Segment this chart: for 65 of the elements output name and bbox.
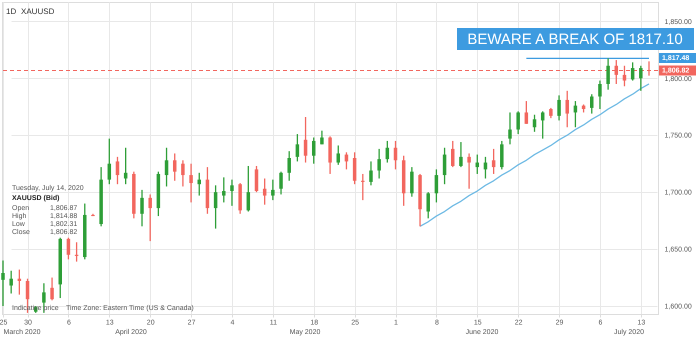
candlestick (262, 178, 266, 206)
candlestick (467, 152, 471, 190)
candlestick (639, 65, 643, 92)
candlestick (287, 150, 291, 182)
candlestick (394, 140, 398, 170)
candlestick (524, 100, 528, 124)
candlestick (254, 165, 258, 193)
candlestick (410, 166, 414, 198)
candlestick (369, 160, 373, 186)
annotation: 1D (6, 7, 16, 16)
candlestick (124, 147, 128, 185)
candlestick (459, 141, 463, 168)
candlestick (312, 136, 316, 164)
candlestick (18, 268, 22, 296)
candlestick (198, 172, 202, 196)
candlestick (50, 276, 54, 301)
candlestick (508, 112, 512, 145)
candlestick (214, 184, 218, 230)
candlestick (476, 154, 480, 175)
candlestick (606, 58, 610, 90)
candlestick (344, 152, 348, 170)
candlestick (540, 110, 544, 140)
candlestick (9, 270, 13, 294)
candlestick (516, 110, 520, 135)
candlestick (222, 176, 226, 204)
candlestick (386, 140, 390, 164)
candlestick (108, 138, 112, 185)
annotation: BEWARE A BREAK OF 1817.10 (467, 31, 683, 48)
candlestick (532, 114, 536, 132)
candlestick (426, 192, 430, 219)
annotation: XAUUSD (21, 7, 55, 16)
candlestick (140, 189, 144, 227)
candlestick (565, 90, 569, 128)
candlestick (630, 62, 634, 82)
candlestick (1, 260, 5, 307)
candlestick (557, 94, 561, 122)
candlestick (246, 165, 250, 212)
candlestick (492, 148, 496, 175)
candlestick (148, 194, 152, 242)
candlestick (442, 147, 446, 185)
candlestick (172, 152, 176, 182)
candlestick (304, 116, 308, 164)
candlestick (271, 178, 275, 201)
candlestick (164, 147, 168, 188)
candlestick (450, 140, 454, 168)
candlestick (484, 156, 488, 180)
candlestick (336, 144, 340, 166)
candlestick (598, 80, 602, 110)
candlestick (296, 133, 300, 162)
candlestick (230, 178, 234, 206)
candlestick (352, 152, 356, 185)
candlestick (66, 237, 70, 260)
line-series (419, 83, 650, 227)
candlestick (500, 140, 504, 170)
candlestick (377, 148, 381, 180)
candlestick (434, 168, 438, 204)
candlestick (181, 160, 185, 188)
candlestick (590, 94, 594, 114)
candlestick (574, 100, 578, 128)
candlestick (279, 171, 283, 196)
candlestick (320, 130, 324, 145)
candlestick (549, 107, 553, 119)
candlestick (42, 282, 46, 314)
candlestick (116, 156, 120, 185)
candlestick (189, 163, 193, 204)
